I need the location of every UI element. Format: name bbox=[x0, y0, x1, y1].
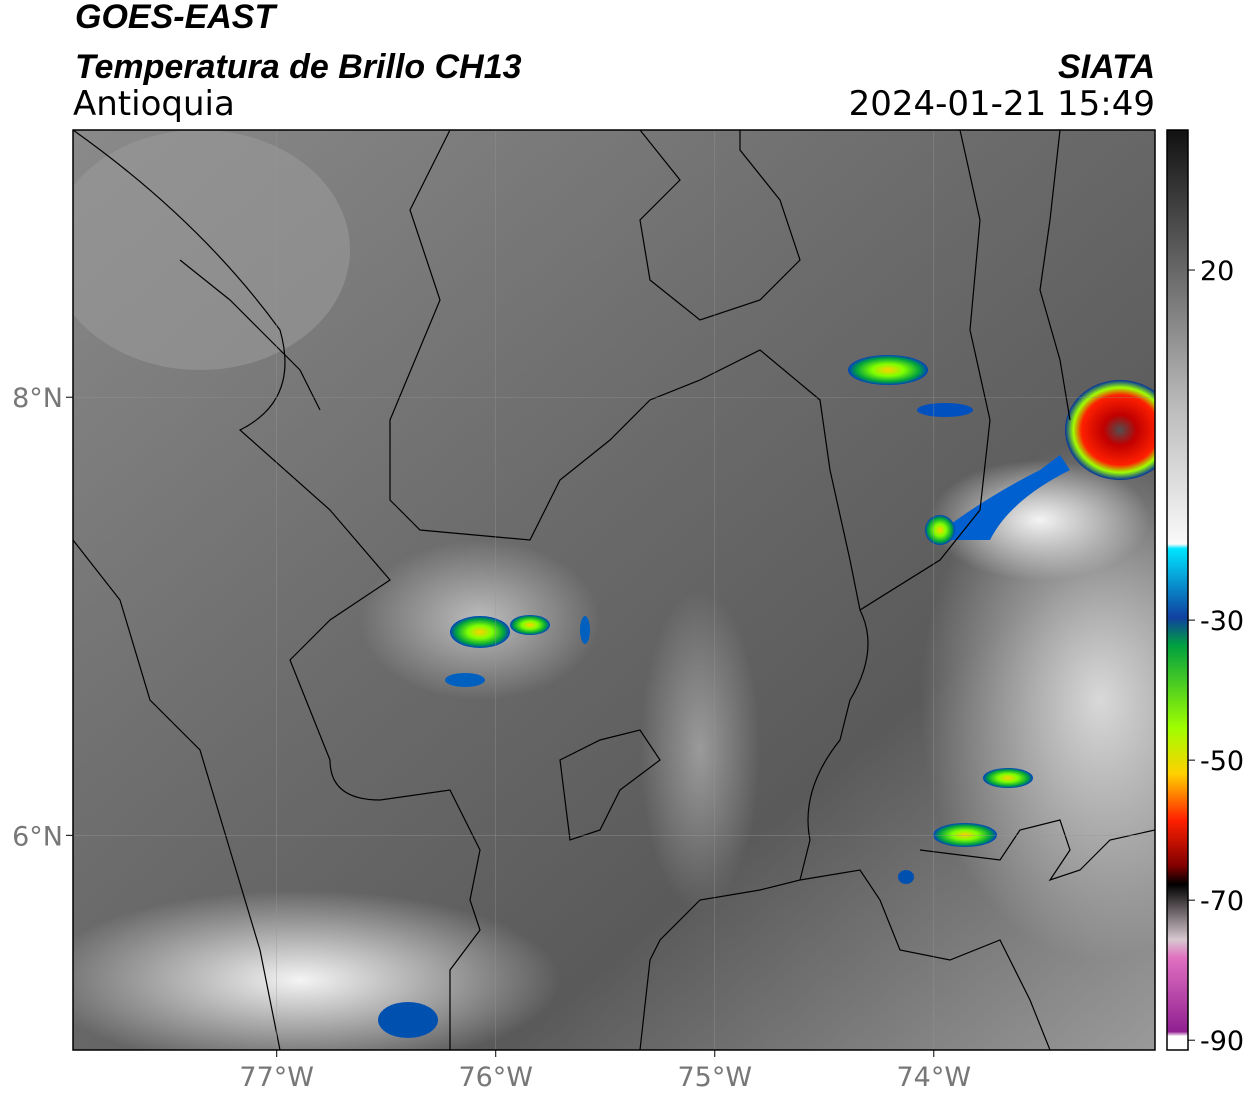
timestamp: 2024-01-21 15:49 bbox=[849, 84, 1155, 124]
storm-cell bbox=[848, 355, 928, 385]
boundaries bbox=[73, 130, 1155, 1050]
storm-cell bbox=[933, 823, 997, 847]
x-tick-label: 75°W bbox=[677, 1062, 752, 1093]
x-tick-label: 76°W bbox=[458, 1062, 533, 1093]
boundary bbox=[919, 819, 1155, 882]
storm-cell bbox=[898, 870, 914, 884]
boundary bbox=[799, 869, 1051, 1050]
region: Antioquia bbox=[73, 84, 235, 124]
source: SIATA bbox=[1058, 48, 1155, 86]
storm-cell bbox=[378, 1002, 438, 1038]
cloud bbox=[73, 890, 560, 1050]
map-frame bbox=[72, 129, 1156, 1051]
boundary bbox=[639, 609, 869, 1050]
boundary bbox=[639, 130, 801, 321]
colorbar bbox=[1166, 129, 1189, 1051]
storm-cell bbox=[983, 768, 1033, 788]
storm-cell bbox=[925, 515, 955, 545]
y-tick-label: 8°N bbox=[12, 383, 63, 414]
storm-cell bbox=[1065, 380, 1155, 480]
product: Temperatura de Brillo CH13 bbox=[75, 48, 522, 86]
coastline bbox=[73, 539, 281, 1050]
colorbar-tick-label: 20 bbox=[1200, 256, 1234, 287]
storm-cell bbox=[580, 616, 590, 644]
boundary bbox=[1039, 130, 1071, 421]
x-tick-label: 74°W bbox=[897, 1062, 972, 1093]
storm-cell bbox=[917, 403, 973, 417]
colorbar-tick-label: -70 bbox=[1200, 886, 1244, 917]
cloud bbox=[640, 590, 760, 910]
storm-cell bbox=[445, 673, 485, 687]
colorbar-tick-label: -90 bbox=[1200, 1026, 1244, 1057]
y-tick-label: 6°N bbox=[12, 821, 63, 852]
coastline bbox=[179, 259, 321, 411]
boundary bbox=[389, 130, 991, 611]
boundary bbox=[73, 130, 481, 1050]
map-imagery bbox=[73, 130, 1155, 1050]
colorbar-tick-label: -30 bbox=[1200, 606, 1244, 637]
grid bbox=[73, 130, 1155, 1050]
cloud bbox=[930, 460, 1150, 580]
storm-band bbox=[930, 455, 1070, 540]
colorbar-tick-label: -50 bbox=[1200, 746, 1244, 777]
x-tick-label: 77°W bbox=[239, 1062, 314, 1093]
boundary bbox=[559, 729, 661, 841]
land-tone bbox=[73, 130, 350, 370]
satellite: GOES-EAST bbox=[75, 0, 278, 36]
storm-cell bbox=[510, 615, 550, 635]
storm-cell bbox=[450, 616, 510, 648]
